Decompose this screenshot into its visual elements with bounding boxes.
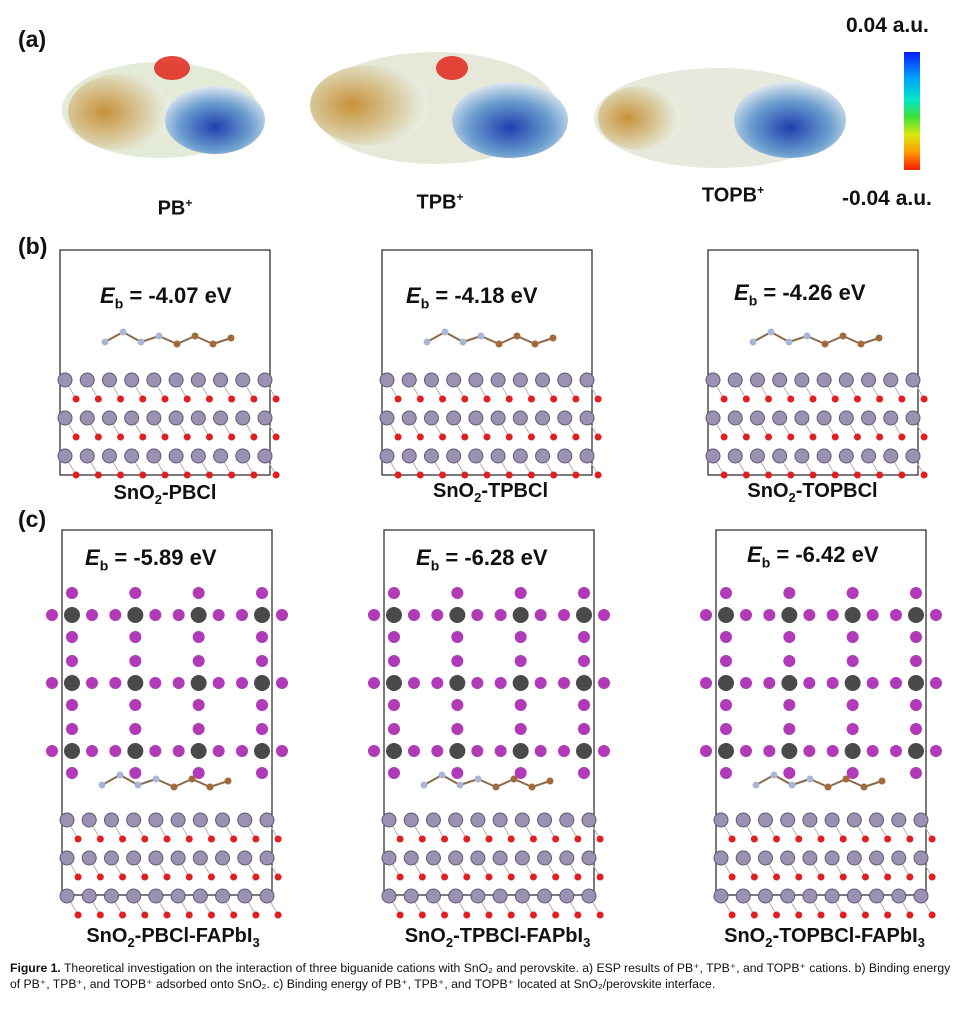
panel-label-b: (b) xyxy=(18,233,48,259)
esp-tpb xyxy=(310,52,568,164)
esp-surfaces xyxy=(62,52,846,168)
system-label-b2: SnO2-TPBCl xyxy=(432,480,549,505)
system-label-c2: SnO2-TPBCl-FAPbI3 xyxy=(404,925,591,950)
molecule-label-tpb: TPB+ xyxy=(416,190,464,214)
sno2-slab-b2 xyxy=(379,372,602,479)
adsorbed-molecule-b1 xyxy=(101,328,235,348)
binding-energy-b3: Eb = -4.26 eV xyxy=(734,280,866,309)
interface-molecule-c2 xyxy=(420,771,554,791)
molecule-label-topb: TOPB+ xyxy=(701,183,765,207)
cell-box-c3 xyxy=(715,529,927,896)
binding-energy-c1: Eb = -5.89 eV xyxy=(85,545,217,574)
perovskite-layer-c2 xyxy=(368,587,610,779)
caption-figure-number: Figure 1. xyxy=(10,961,61,975)
interface-molecule-c1 xyxy=(98,771,232,791)
interface-molecule-c3 xyxy=(752,771,886,791)
system-label-c3: SnO2-TOPBCl-FAPbI3 xyxy=(724,925,925,950)
cell-box-c1 xyxy=(61,529,273,896)
sno2-slab-c3 xyxy=(713,812,936,919)
adsorbed-molecule-b2 xyxy=(423,328,557,348)
sno2-slab-c2 xyxy=(381,812,604,919)
sno2-slab-c1 xyxy=(59,812,282,919)
slab-structures-b xyxy=(57,249,928,479)
binding-energy-b2: Eb = -4.18 eV xyxy=(406,283,538,312)
sno2-slab-b1 xyxy=(57,372,280,479)
colorbar-max-label: 0.04 a.u. xyxy=(846,14,929,37)
figure-caption: Figure 1. Theoretical investigation on t… xyxy=(10,960,962,992)
colorbar-min-label: -0.04 a.u. xyxy=(842,187,932,210)
adsorbed-molecule-b3 xyxy=(749,328,883,348)
binding-energy-b1: Eb = -4.07 eV xyxy=(100,283,232,312)
sno2-slab-b3 xyxy=(705,372,928,479)
binding-energy-c3: Eb = -6.42 eV xyxy=(747,542,879,571)
esp-pb xyxy=(62,56,265,158)
system-label-b1: SnO2-PBCl xyxy=(113,482,217,507)
esp-colorbar xyxy=(904,52,920,170)
system-label-c1: SnO2-PBCl-FAPbI3 xyxy=(86,925,260,950)
panel-label-c: (c) xyxy=(18,506,47,532)
panel-label-a: (a) xyxy=(18,26,47,52)
perovskite-layer-c3 xyxy=(700,587,942,779)
molecule-label-pb: PB+ xyxy=(157,196,193,220)
system-label-b3: SnO2-TOPBCl xyxy=(747,480,878,505)
binding-energy-c2: Eb = -6.28 eV xyxy=(416,545,548,574)
perovskite-layer-c1 xyxy=(46,587,288,779)
interface-structures-c xyxy=(46,529,942,919)
esp-topb xyxy=(594,68,846,168)
cell-box-c2 xyxy=(383,529,595,896)
caption-text: Theoretical investigation on the interac… xyxy=(10,961,951,991)
